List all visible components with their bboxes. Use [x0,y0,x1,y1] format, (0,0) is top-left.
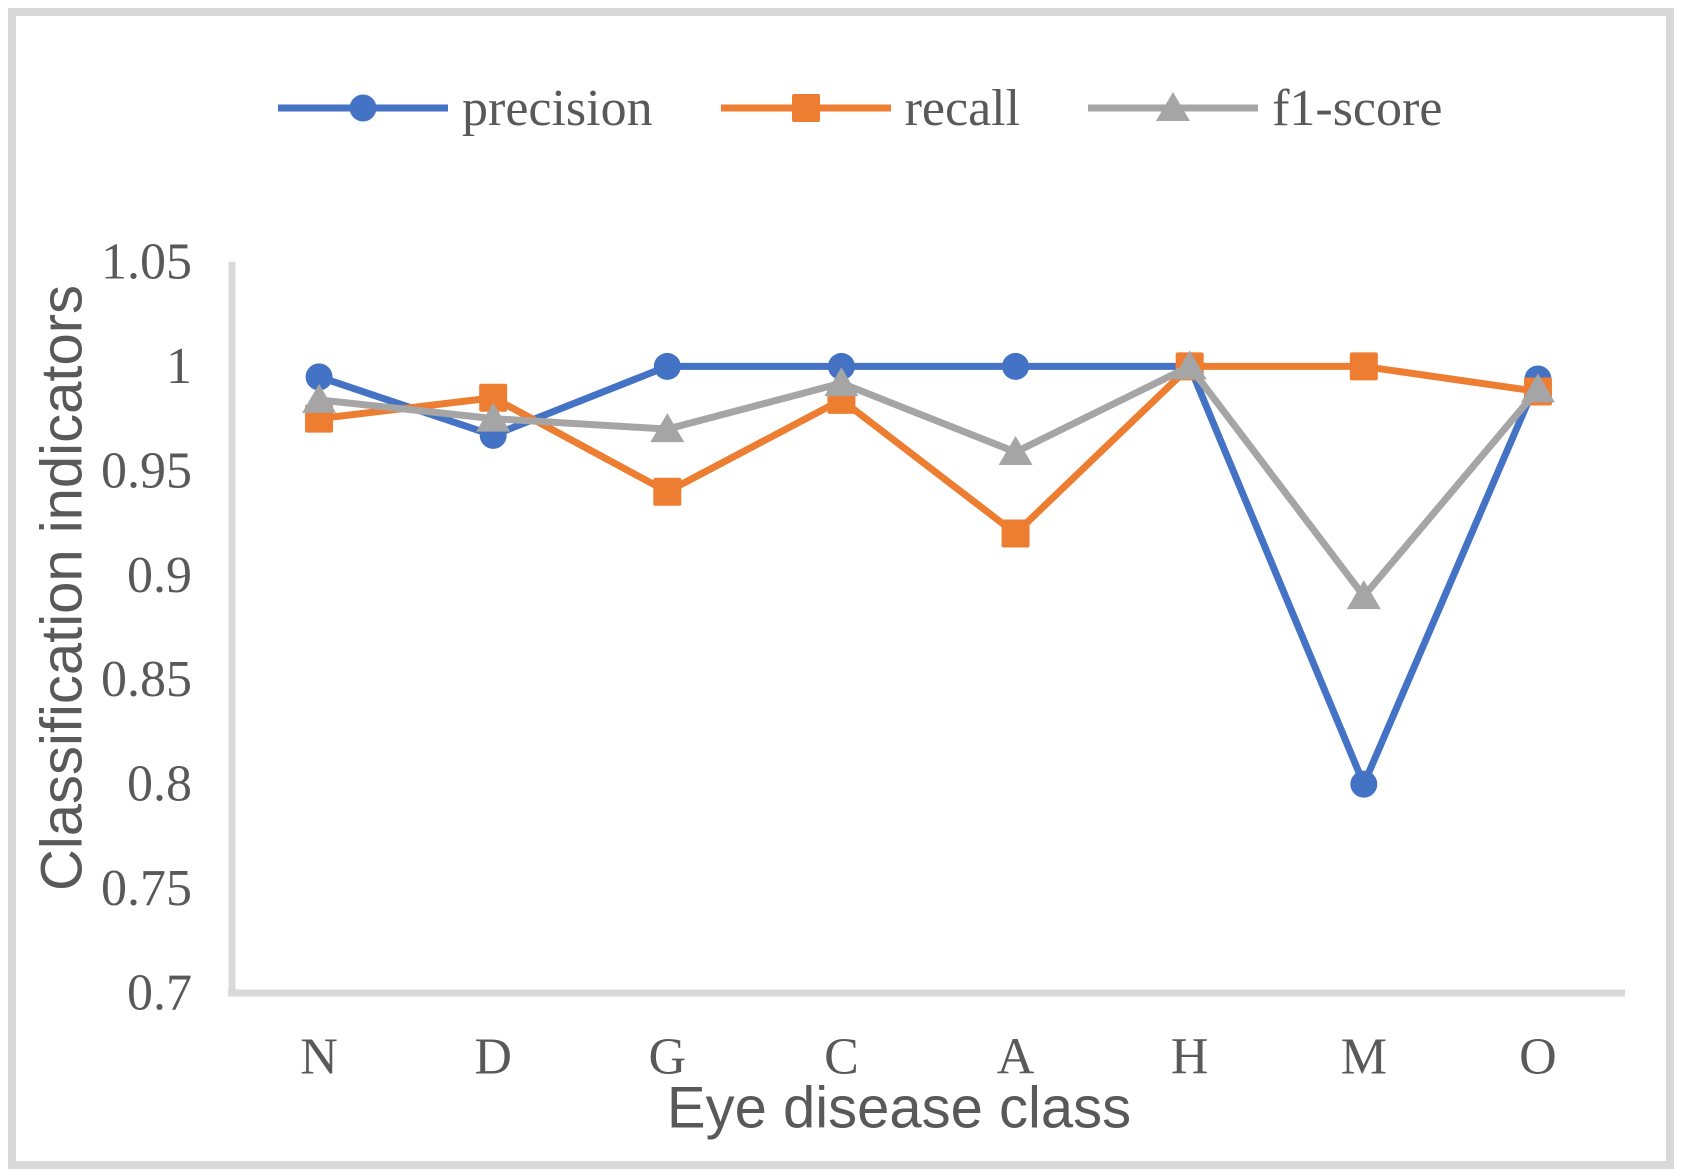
y-tick-label: 0.8 [127,756,192,813]
x-category-label: G [649,1029,687,1086]
marker-f1-score-H [1172,350,1207,380]
marker-recall-G [653,477,682,506]
y-axis-title: Classification indicators [29,284,95,892]
marker-precision-C [827,352,855,380]
marker-precision-G [653,352,681,380]
x-category-label: H [1171,1029,1209,1086]
marker-f1-score-G [650,413,685,443]
legend-item-f1-score: f1-score [1088,79,1442,138]
legend-key-marker-precision [349,94,377,122]
marker-f1-score-A [998,436,1033,466]
x-category-label: A [997,1029,1035,1086]
marker-precision-N [305,363,333,391]
y-tick-label: 0.95 [101,442,192,499]
f1-score-line-triangle-icon [1088,92,1259,121]
y-tick-label: 0.85 [101,651,192,708]
figure-frame [8,8,1674,1169]
x-axis-title: Eye disease class [666,1075,1132,1141]
marker-recall-A [1001,519,1030,548]
legend-item-precision: precision [278,79,653,138]
marker-f1-score-N [302,383,337,413]
legend-key-marker-f1-score [1156,92,1191,121]
y-tick-label: 1.05 [101,234,192,291]
precision-line-circle-icon [278,94,448,122]
x-category-label: N [300,1029,338,1086]
x-category-label: M [1341,1029,1387,1086]
marker-recall-D [479,383,508,412]
series-line-recall [315,362,1542,538]
y-tick-label: 0.9 [127,547,192,604]
series-recall [305,352,1552,548]
marker-precision-A [1002,352,1030,380]
series-f1-score [302,350,1555,610]
marker-precision-M [1350,770,1378,798]
recall-line-square-icon [720,94,891,122]
x-category-label: C [824,1029,859,1086]
legend-label-f1-score: f1-score [1272,79,1443,137]
marker-f1-score-M [1346,580,1381,610]
y-tick-label: 0.7 [127,965,192,1022]
y-tick-label: 1 [166,338,192,395]
legend-key-marker-recall [791,94,820,122]
legend-label-recall: recall [904,79,1021,137]
marker-f1-score-C [824,367,859,397]
legend: precision recall f1-score [278,78,1442,138]
marker-f1-score-O [1520,373,1555,403]
legend-item-recall: recall [720,79,1021,138]
legend-label-precision: precision [462,79,653,137]
marker-f1-score-D [476,402,511,432]
marker-recall-M [1349,352,1378,381]
x-category-label: D [474,1029,512,1086]
y-tick-label: 0.75 [101,860,192,917]
x-category-label: O [1519,1029,1557,1086]
series-line-f1-score [315,362,1542,600]
